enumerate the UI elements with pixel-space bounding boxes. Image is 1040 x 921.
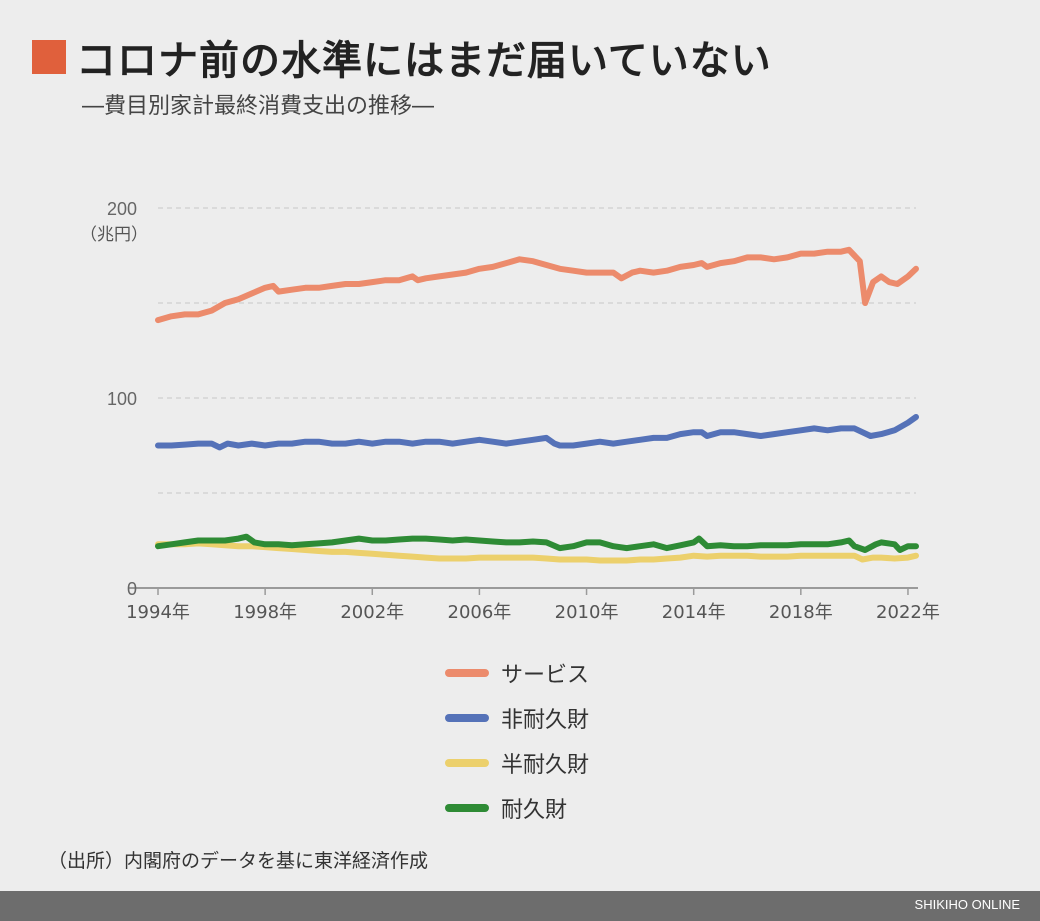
y-tick-label: 0	[127, 579, 137, 599]
chart-legend: サービス 非耐久財 半耐久財 耐久財	[445, 650, 589, 830]
x-tick-label: 2014年	[662, 602, 726, 623]
x-tick-label: 1998年	[233, 602, 297, 623]
legend-label: 耐久財	[501, 797, 568, 823]
legend-item-semidurables: 半耐久財	[445, 740, 589, 785]
page-title: コロナ前の水準にはまだ届いていない	[76, 38, 772, 84]
legend-label: 非耐久財	[501, 707, 590, 733]
legend-swatch	[445, 758, 489, 767]
x-tick-label: 2022年	[876, 602, 940, 623]
legend-swatch	[445, 668, 489, 677]
series-line	[155, 414, 919, 451]
title-row: コロナ前の水準にはまだ届いていない	[32, 28, 772, 86]
legend-swatch	[445, 713, 489, 722]
legend-label: サービス	[501, 662, 590, 688]
legend-item-nondurables: 非耐久財	[445, 695, 589, 740]
line-chart: 0 100 200 （兆円） 1994年 1998年 2002年 2006年 2010年 2014…	[80, 199, 940, 623]
footer-brand: SHIKIHO ONLINE	[914, 897, 1020, 912]
legend-item-durables: 耐久財	[445, 785, 589, 830]
y-tick-label: 100	[107, 389, 137, 409]
y-axis-unit-label: （兆円）	[80, 225, 148, 245]
x-tick-label: 2010年	[555, 602, 619, 623]
x-tick-label: 2002年	[340, 602, 404, 623]
source-note: （出所）内閣府のデータを基に東洋経済作成	[48, 850, 429, 872]
page-subtitle: ―費目別家計最終消費支出の推移―	[82, 94, 435, 119]
series-line	[155, 533, 919, 553]
legend-swatch	[445, 803, 489, 812]
x-tick-label: 1994年	[126, 602, 190, 623]
y-tick-label: 200	[107, 199, 137, 219]
legend-label: 半耐久財	[501, 752, 590, 778]
legend-item-services: サービス	[445, 650, 589, 695]
x-tick-label: 2006年	[448, 602, 512, 623]
x-tick-label: 2018年	[769, 602, 833, 623]
footer-bar: SHIKIHO ONLINE	[0, 891, 1040, 921]
series-line	[155, 246, 919, 324]
series-line	[155, 540, 919, 564]
title-accent-square	[32, 40, 66, 74]
